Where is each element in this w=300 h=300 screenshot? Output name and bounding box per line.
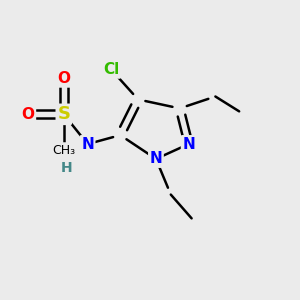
Text: N: N: [150, 152, 162, 166]
Text: Cl: Cl: [103, 62, 119, 77]
Text: N: N: [182, 136, 195, 152]
Text: O: O: [22, 107, 34, 122]
Text: S: S: [57, 105, 70, 123]
Text: O: O: [57, 71, 70, 86]
Text: N: N: [81, 136, 94, 152]
Text: H: H: [61, 161, 73, 175]
Text: CH₃: CH₃: [52, 143, 75, 157]
